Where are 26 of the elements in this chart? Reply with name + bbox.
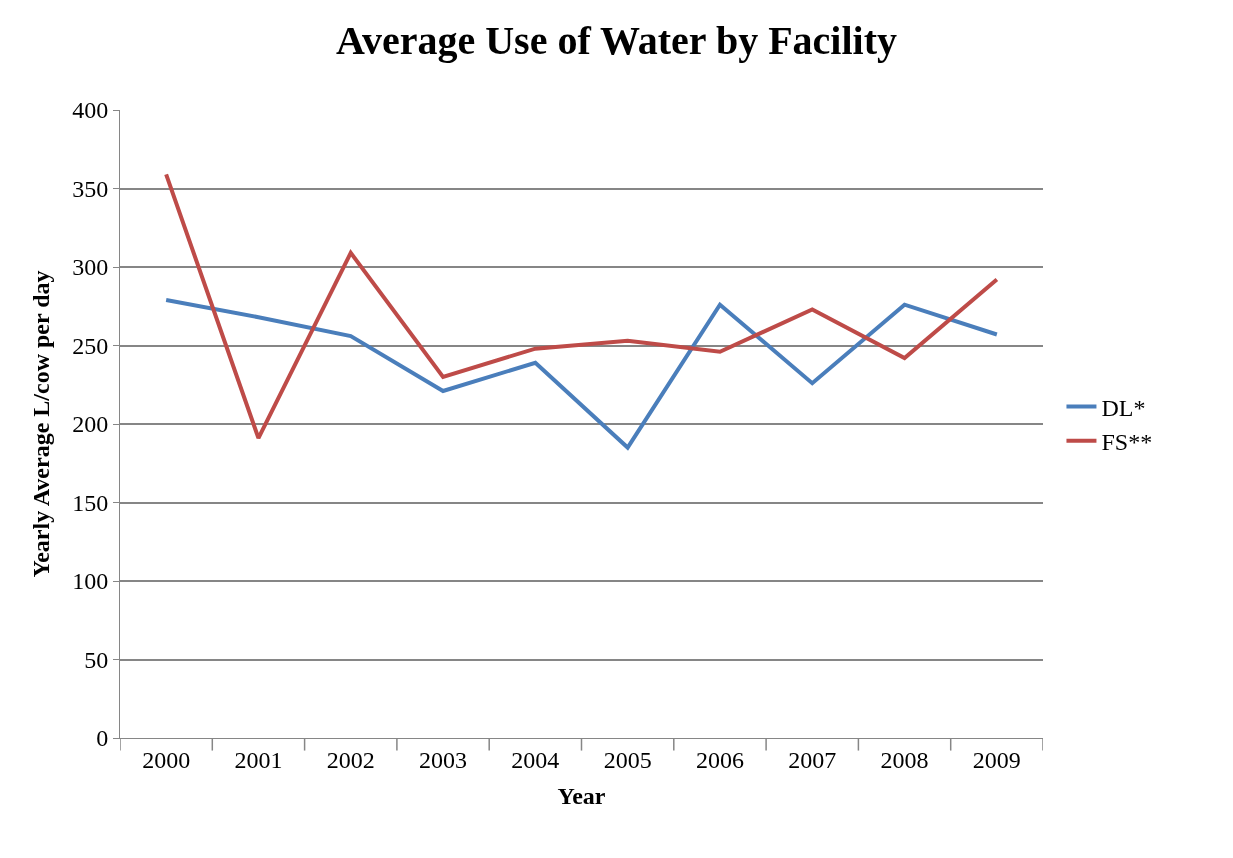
x-tick-label: 2002	[326, 746, 375, 773]
y-tick-label: 50	[84, 646, 109, 673]
y-tick-label: 150	[72, 489, 109, 516]
x-tick-label: 2008	[880, 746, 929, 773]
chart-title: Average Use of Water by Facility	[336, 17, 897, 63]
x-tick-label: 2001	[234, 746, 283, 773]
legend-label: DL*	[1101, 394, 1146, 421]
y-tick-label: 400	[72, 97, 109, 124]
line-series	[164, 297, 999, 450]
y-tick-label: 300	[72, 254, 109, 281]
y-tick-label: 250	[72, 332, 109, 359]
x-tick-label: 2004	[511, 746, 560, 773]
y-tick-label: 350	[72, 175, 109, 202]
x-tick-label: 2009	[972, 746, 1021, 773]
y-axis-title: Yearly Average L/cow per day	[28, 270, 55, 578]
x-axis-title: Year	[557, 783, 606, 810]
y-tick-label: 100	[72, 568, 109, 595]
y-tick-label: 0	[96, 725, 109, 752]
line-series	[164, 172, 999, 441]
legend-label: FS**	[1101, 429, 1153, 456]
x-tick-label: 2003	[419, 746, 468, 773]
y-tick-label: 200	[72, 411, 109, 438]
x-tick-label: 2007	[788, 746, 837, 773]
x-tick-label: 2006	[695, 746, 744, 773]
x-tick-label: 2005	[603, 746, 652, 773]
x-tick-label: 2000	[142, 746, 191, 773]
